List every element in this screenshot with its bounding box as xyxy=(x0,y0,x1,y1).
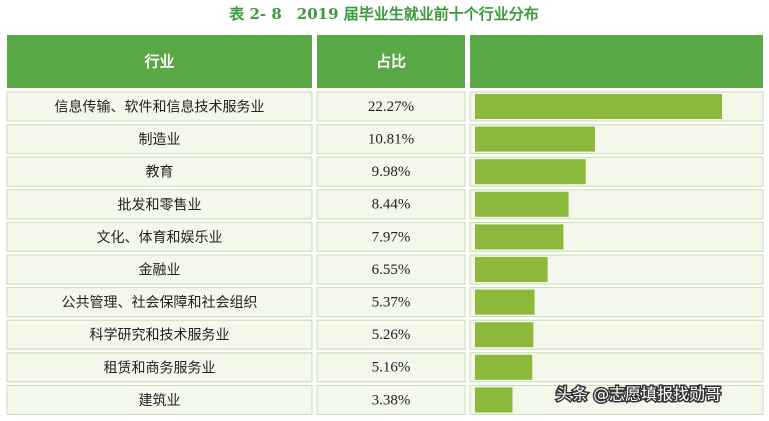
row-cell xyxy=(316,287,466,318)
value-label: 10.81% xyxy=(368,132,414,148)
row-cell xyxy=(316,221,466,252)
row-cell xyxy=(316,384,466,415)
row-cell xyxy=(6,319,313,350)
row-cell xyxy=(6,287,313,318)
category-label: 文化、体育和娱乐业 xyxy=(97,230,223,246)
value-label: 5.26% xyxy=(372,327,411,343)
value-label: 22.27% xyxy=(368,99,414,115)
category-label: 公共管理、社会保障和社会组织 xyxy=(62,295,258,311)
bar xyxy=(475,224,564,250)
row-cell xyxy=(6,189,313,220)
bar xyxy=(475,94,722,119)
bar xyxy=(475,387,513,413)
chart-title: 表 2- 8 2019 届毕业生就业前十个行业分布 xyxy=(229,5,539,23)
row-cell xyxy=(316,156,466,187)
row-cell xyxy=(6,124,313,155)
row-cell xyxy=(316,124,466,155)
header-cell xyxy=(317,35,465,88)
row-cell xyxy=(316,352,466,383)
row-cell xyxy=(316,189,466,220)
value-label: 5.16% xyxy=(372,360,411,376)
value-label: 3.38% xyxy=(372,392,411,408)
column-header: 占比 xyxy=(376,53,406,71)
row-cell xyxy=(6,91,313,122)
row-cell xyxy=(6,221,313,252)
value-label: 9.98% xyxy=(372,164,411,180)
column-header: 行业 xyxy=(143,53,174,71)
row-cell xyxy=(6,352,313,383)
row-cell xyxy=(6,254,313,285)
category-label: 信息传输、软件和信息技术服务业 xyxy=(55,99,265,116)
header-cell xyxy=(470,35,763,88)
category-label: 租赁和商务服务业 xyxy=(104,360,216,376)
category-label: 批发和零售业 xyxy=(118,197,202,213)
bar xyxy=(475,191,569,217)
category-label: 科学研究和技术服务业 xyxy=(90,328,230,344)
category-label: 金融业 xyxy=(139,263,181,279)
value-label: 7.97% xyxy=(372,229,411,245)
bar xyxy=(475,322,534,348)
category-label: 教育 xyxy=(146,165,174,181)
header-cell xyxy=(7,35,312,88)
bar xyxy=(475,126,595,152)
row-cell xyxy=(316,319,466,350)
bar xyxy=(475,354,533,380)
bar xyxy=(475,257,548,282)
value-label: 8.44% xyxy=(372,197,411,213)
bar xyxy=(475,159,586,185)
watermark: 头条 @志愿填报找勋哥 xyxy=(556,385,721,404)
row-cell xyxy=(316,254,466,285)
row-cell xyxy=(6,384,313,415)
row-cell xyxy=(316,91,466,122)
category-label: 建筑业 xyxy=(139,393,181,409)
bar xyxy=(475,289,535,315)
value-label: 5.37% xyxy=(372,295,411,311)
value-label: 6.55% xyxy=(372,262,411,278)
category-label: 制造业 xyxy=(139,132,181,148)
row-cell xyxy=(469,384,764,415)
row-cell xyxy=(6,156,313,187)
